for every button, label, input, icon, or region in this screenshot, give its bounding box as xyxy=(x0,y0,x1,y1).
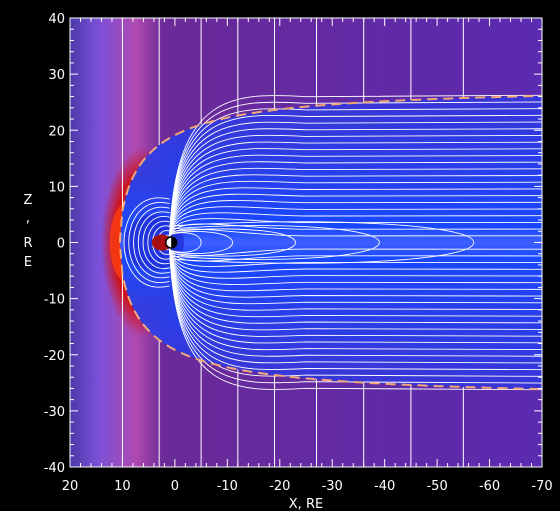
tail-field-line xyxy=(169,228,542,238)
tail-field-line xyxy=(169,248,542,305)
y-tick-label: -20 xyxy=(44,349,65,364)
tail-field-line xyxy=(169,248,542,344)
x-tick-label: -30 xyxy=(322,479,343,494)
tail-field-line xyxy=(169,248,542,351)
tail-field-line xyxy=(169,248,542,324)
x-axis-label: X, RE xyxy=(289,497,323,511)
y-axis-label-char: R xyxy=(23,236,32,251)
plasma-sheet-loop xyxy=(169,232,202,253)
x-tick-label: 20 xyxy=(62,479,79,494)
tail-field-line xyxy=(169,248,542,298)
x-tick-label: -50 xyxy=(426,479,447,494)
dayside-dipole-line xyxy=(142,216,170,269)
tail-field-line xyxy=(169,248,542,357)
dayside-dipole-line xyxy=(128,202,170,283)
tail-field-line xyxy=(169,200,542,237)
x-tick-label: -20 xyxy=(269,479,290,494)
x-tick-label: 10 xyxy=(114,479,131,494)
y-tick-label: 0 xyxy=(57,237,65,252)
x-tick-label: -60 xyxy=(479,479,500,494)
plasma-sheet-loop xyxy=(169,231,234,254)
y-tick-label: 10 xyxy=(48,180,65,195)
tail-field-line xyxy=(169,223,542,238)
plasma-sheet-loop xyxy=(169,225,380,260)
tail-field-line xyxy=(169,218,542,237)
tail-field-line xyxy=(169,174,542,237)
tail-field-line xyxy=(169,248,542,384)
tail-field-line xyxy=(169,101,542,237)
tail-field-line xyxy=(169,247,542,262)
x-tick-label: -40 xyxy=(374,479,395,494)
tail-field-line xyxy=(169,148,542,237)
tail-field-line xyxy=(169,161,542,237)
earth-nightside xyxy=(171,237,177,248)
dayside-dipole-line xyxy=(133,206,170,279)
x-tick-label: 0 xyxy=(171,479,179,494)
x-tick-label: -70 xyxy=(531,479,552,494)
magnetopause-boundary xyxy=(118,94,542,391)
tail-field-line xyxy=(169,248,542,318)
y-tick-label: 30 xyxy=(48,68,65,83)
tail-field-line xyxy=(169,248,542,364)
y-tick-label: -30 xyxy=(44,405,65,420)
dayside-dipole-line xyxy=(123,197,170,288)
tail-field-line xyxy=(169,248,542,331)
tail-field-line xyxy=(169,167,542,237)
tail-field-line xyxy=(169,248,542,311)
y-axis-label-char: , xyxy=(26,211,30,226)
y-tick-label: 40 xyxy=(48,12,65,27)
tail-field-line xyxy=(169,248,542,391)
tail-field-line xyxy=(169,141,542,237)
tail-field-line xyxy=(169,128,542,237)
tail-field-line xyxy=(169,187,542,237)
tail-field-line xyxy=(169,134,542,237)
plasma-sheet-loop xyxy=(169,221,475,264)
tail-field-line xyxy=(169,206,542,237)
dayside-dipole-line xyxy=(147,220,170,265)
tail-field-line xyxy=(169,248,542,337)
tail-field-line xyxy=(169,247,542,257)
tail-field-line xyxy=(169,248,542,371)
tail-field-line xyxy=(169,180,542,237)
y-tick-label: -10 xyxy=(44,293,65,308)
tail-field-line xyxy=(169,121,542,237)
tail-field-line xyxy=(169,248,542,279)
x-tick-label: -10 xyxy=(217,479,238,494)
plasma-sheet-loop xyxy=(169,228,296,257)
tail-field-line xyxy=(169,114,542,237)
y-tick-label: 20 xyxy=(48,124,65,139)
dayside-dipole-line xyxy=(138,211,170,274)
tail-field-line xyxy=(169,248,542,285)
tail-field-line xyxy=(169,154,542,237)
y-axis-label-char: E xyxy=(24,255,32,270)
y-tick-label: -40 xyxy=(44,461,65,476)
tail-field-line xyxy=(169,248,542,267)
y-axis-label-char: Z xyxy=(24,193,33,208)
magnetosphere-interior xyxy=(119,95,542,390)
tail-field-line xyxy=(169,193,542,237)
tail-field-line xyxy=(169,248,542,292)
tail-field-line xyxy=(169,94,542,237)
